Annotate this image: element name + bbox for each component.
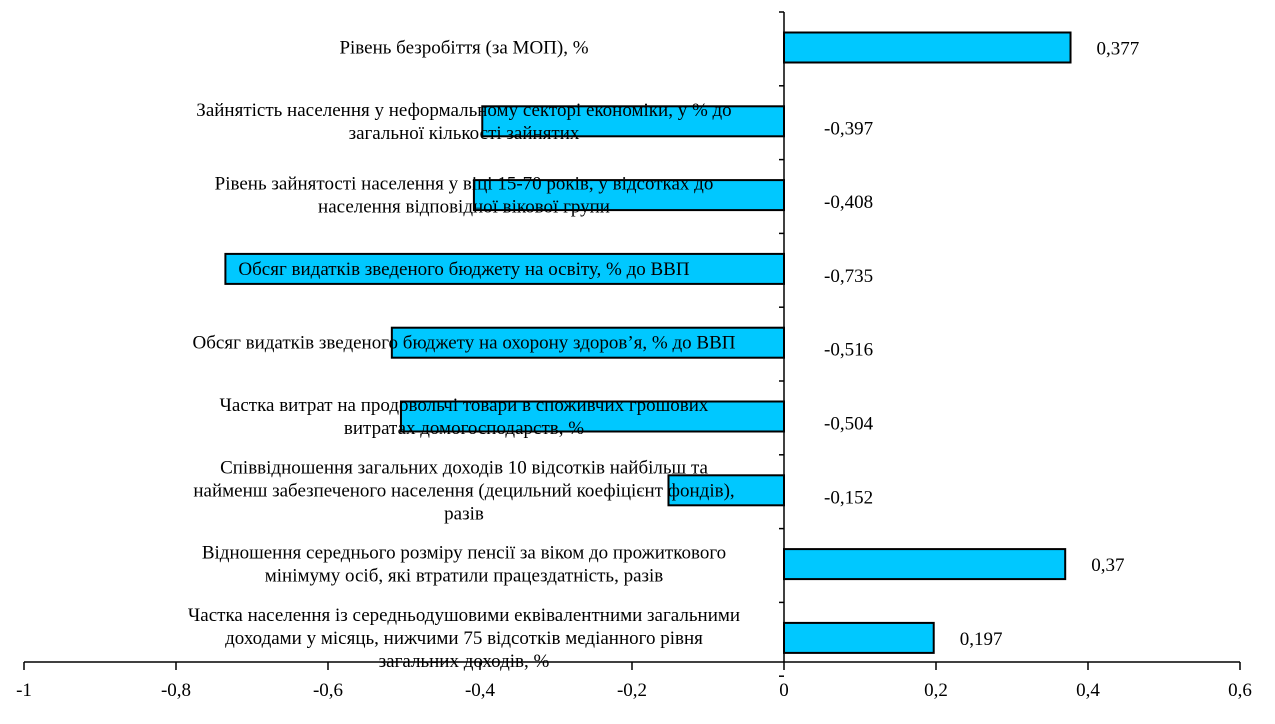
value-labels-layer: 0,377 -0,397 -0,408 -0,735 -0,516 -0,504 -0,15…	[824, 39, 1139, 650]
value-label-8: 0,197	[960, 629, 1003, 650]
value-label-1: -0,397	[824, 118, 873, 139]
bars-layer	[224, 31, 1072, 654]
value-label-5: -0,504	[824, 414, 874, 435]
category-label-1: Зайнятість населення у неформальному сек…	[196, 100, 731, 144]
value-label-3: -0,735	[824, 266, 873, 287]
x-tick-label: 0,2	[924, 680, 948, 701]
value-label-7: 0,37	[1091, 555, 1124, 576]
bar-7	[783, 548, 1067, 581]
category-label-8: Частка населення із середньодушовими екв…	[188, 605, 740, 672]
x-tick-label: -0,4	[465, 680, 496, 701]
category-label-3: Обсяг видатків зведеного бюджету на осві…	[238, 259, 689, 280]
x-tick-label: 0,4	[1076, 680, 1100, 701]
value-label-4: -0,516	[824, 340, 873, 361]
x-tick-label: -0,8	[161, 680, 191, 701]
category-label-4: Обсяг видатків зведеного бюджету на охор…	[193, 333, 736, 354]
category-label-5: Частка витрат на продовольчі товари в сп…	[220, 395, 709, 439]
x-tick-label: -1	[16, 680, 32, 701]
bar-2	[472, 179, 785, 212]
value-label-2: -0,408	[824, 192, 873, 213]
x-tick-label: -0,6	[313, 680, 343, 701]
bar-6	[667, 474, 785, 507]
category-label-6: Співвідношення загальних доходів 10 відс…	[193, 457, 734, 524]
bar-5	[399, 400, 785, 433]
x-axis-ticks-layer: -1 -0,8 -0,6 -0,4 -0,2 0 0,2 0,4 0,6	[16, 662, 1252, 701]
x-tick-label: 0	[779, 680, 789, 701]
category-label-7: Відношення середнього розміру пенсії за …	[202, 543, 726, 587]
x-tick-label: 0,6	[1228, 680, 1252, 701]
bar-4	[390, 326, 785, 359]
category-label-2: Рівень зайнятості населення у віці 15-70…	[215, 174, 714, 218]
category-labels-layer: Рівень безробіття (за МОП), % Зайнятість …	[188, 38, 740, 672]
x-tick-label: -0,2	[617, 680, 647, 701]
category-label-0: Рівень безробіття (за МОП), %	[339, 38, 588, 59]
value-label-6: -0,152	[824, 487, 873, 508]
bar-8	[783, 621, 935, 654]
value-label-0: 0,377	[1097, 39, 1140, 60]
bar-1	[481, 105, 785, 138]
bar-0	[783, 31, 1072, 64]
